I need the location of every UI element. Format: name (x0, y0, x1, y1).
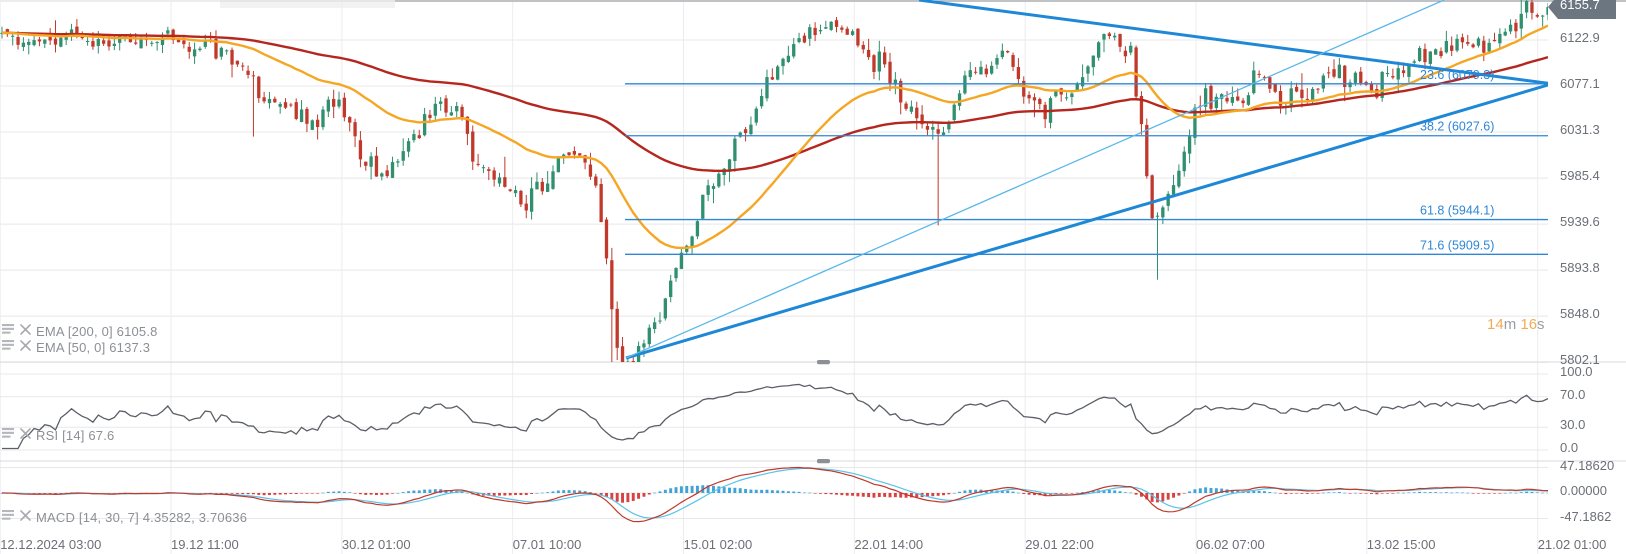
svg-text:23.6 (6079.3): 23.6 (6079.3) (1420, 68, 1494, 82)
svg-text:61.8 (5944.1): 61.8 (5944.1) (1420, 204, 1494, 218)
svg-text:71.6 (5909.5): 71.6 (5909.5) (1420, 238, 1494, 252)
svg-text:38.2 (6027.6): 38.2 (6027.6) (1420, 120, 1494, 134)
